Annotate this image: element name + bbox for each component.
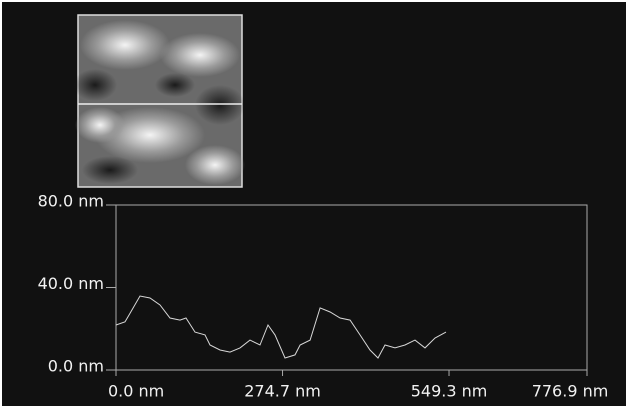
x-tick-label: 274.7 nm — [244, 382, 321, 401]
y-tick-label: 40.0 nm — [38, 274, 104, 293]
x-tick-label: 0.0 nm — [108, 382, 164, 401]
y-tick-label: 80.0 nm — [38, 192, 104, 211]
page: {"chart_data": {"type": "line", "x": [0,… — [0, 0, 628, 408]
x-tick-label: 549.3 nm — [411, 382, 488, 401]
x-tick-label: 776.9 nm — [532, 382, 609, 401]
afm-image — [73, 15, 245, 187]
chart: 0.0 nm 40.0 nm 80.0 nm 0.0 nm 274.7 nm 549.3 … — [0, 0, 628, 408]
y-tick-label: 0.0 nm — [48, 357, 104, 376]
